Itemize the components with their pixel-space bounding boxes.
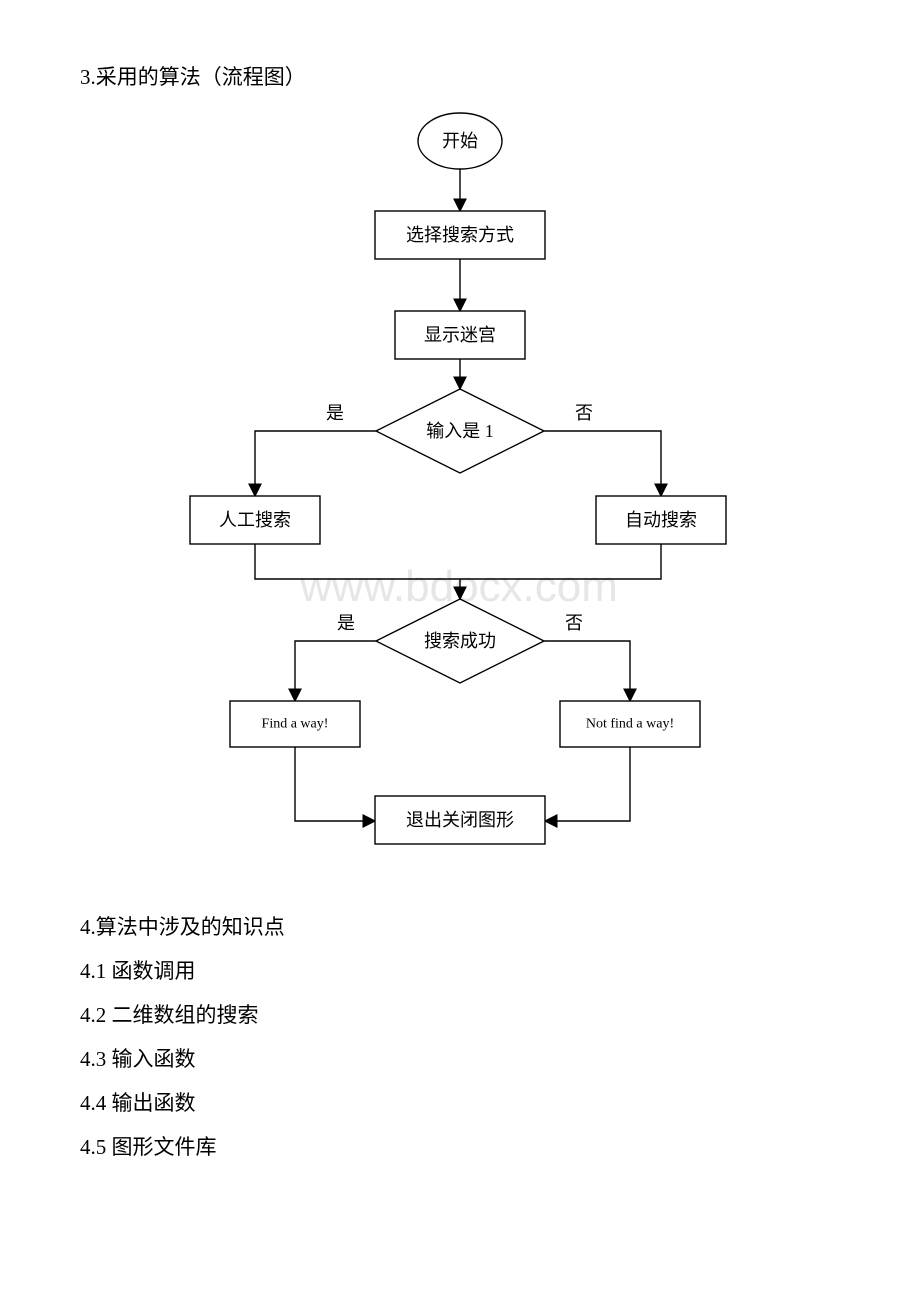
knowledge-section: 4.算法中涉及的知识点 4.1 函数调用 4.2 二维数组的搜索 4.3 输入函…	[80, 911, 840, 1161]
svg-text:是: 是	[326, 403, 344, 423]
svg-text:自动搜索: 自动搜索	[625, 510, 697, 530]
knowledge-item: 4.4 输出函数	[80, 1087, 840, 1117]
flowchart: www.bdocx.com是否是否开始选择搜索方式显示迷宫输入是 1人工搜索自动…	[180, 101, 740, 871]
svg-text:Not find a way!: Not find a way!	[586, 717, 674, 732]
svg-text:搜索成功: 搜索成功	[424, 631, 496, 651]
svg-text:显示迷宫: 显示迷宫	[424, 325, 496, 345]
section-heading-algorithm: 3.采用的算法（流程图）	[80, 61, 840, 91]
svg-text:否: 否	[575, 403, 593, 423]
svg-text:否: 否	[565, 613, 583, 633]
svg-text:退出关闭图形: 退出关闭图形	[406, 810, 514, 830]
svg-text:输入是 1: 输入是 1	[426, 421, 494, 441]
knowledge-item: 4.2 二维数组的搜索	[80, 999, 840, 1029]
knowledge-item: 4.3 输入函数	[80, 1043, 840, 1073]
svg-text:开始: 开始	[442, 131, 478, 151]
knowledge-item: 4.1 函数调用	[80, 955, 840, 985]
svg-text:是: 是	[337, 613, 355, 633]
svg-text:Find a way!: Find a way!	[262, 717, 329, 732]
section-heading-knowledge: 4.算法中涉及的知识点	[80, 911, 840, 941]
knowledge-item: 4.5 图形文件库	[80, 1131, 840, 1161]
svg-text:选择搜索方式: 选择搜索方式	[406, 225, 514, 245]
svg-text:人工搜索: 人工搜索	[219, 510, 291, 530]
